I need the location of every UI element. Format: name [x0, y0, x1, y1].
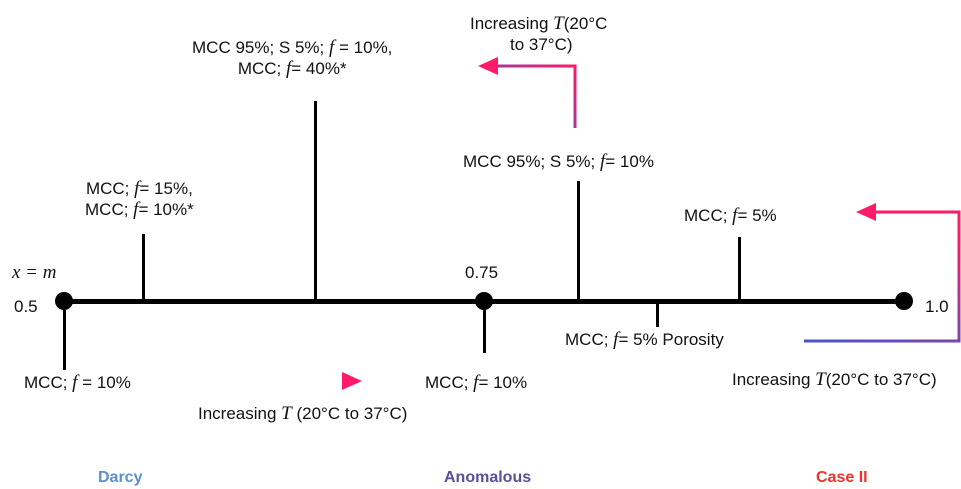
tick-mcc95-f40 — [314, 101, 317, 301]
arrow-top — [478, 57, 577, 128]
arrow-right-caption: Increasing T(20°C to 37°C) — [732, 369, 937, 390]
arrow-bottom-caption: Increasing T (20°C to 37°C) — [198, 403, 408, 424]
region-anomalous: Anomalous — [444, 469, 532, 486]
label-mcc-f10-mid: MCC; f= 10% — [425, 372, 528, 393]
tick-mcc95-f10 — [577, 181, 580, 301]
label-mcc-f5-top: MCC; f= 5% — [684, 205, 777, 226]
axis-start-label: 0.5 — [14, 297, 38, 316]
tick-mcc-f15 — [142, 234, 145, 301]
region-case2: Case II — [816, 469, 868, 486]
tick-mcc-f5-porosity — [656, 301, 659, 327]
axis-variable-label: x = m — [12, 262, 57, 283]
label-mcc-f10-left: MCC; f = 10% — [24, 372, 131, 393]
region-darcy: Darcy — [98, 469, 143, 486]
tick-mcc-f10-left — [63, 301, 66, 370]
axis-mid-label: 0.75 — [465, 263, 499, 282]
label-mcc95-s5-f10: MCC 95%; S 5%; f= 10% — [463, 151, 654, 172]
arrow-bottom — [207, 372, 362, 390]
label-mcc-f15-f10: MCC; f= 15%, MCC; f= 10%* — [85, 178, 194, 220]
label-mcc-f5-porosity: MCC; f= 5% Porosity — [565, 329, 724, 350]
label-mcc95-s5-f10-mcc-f40: MCC 95%; S 5%; f = 10%, MCC; f= 40%* — [192, 37, 393, 79]
axis-dot-end — [895, 292, 913, 310]
axis-end-label: 1.0 — [925, 297, 949, 316]
arrow-right — [804, 203, 961, 343]
arrow-top-caption: Increasing T(20°C to 37°C) — [470, 13, 608, 54]
tick-mcc-f5-top — [738, 237, 741, 301]
tick-mcc-f10-mid — [483, 301, 486, 353]
